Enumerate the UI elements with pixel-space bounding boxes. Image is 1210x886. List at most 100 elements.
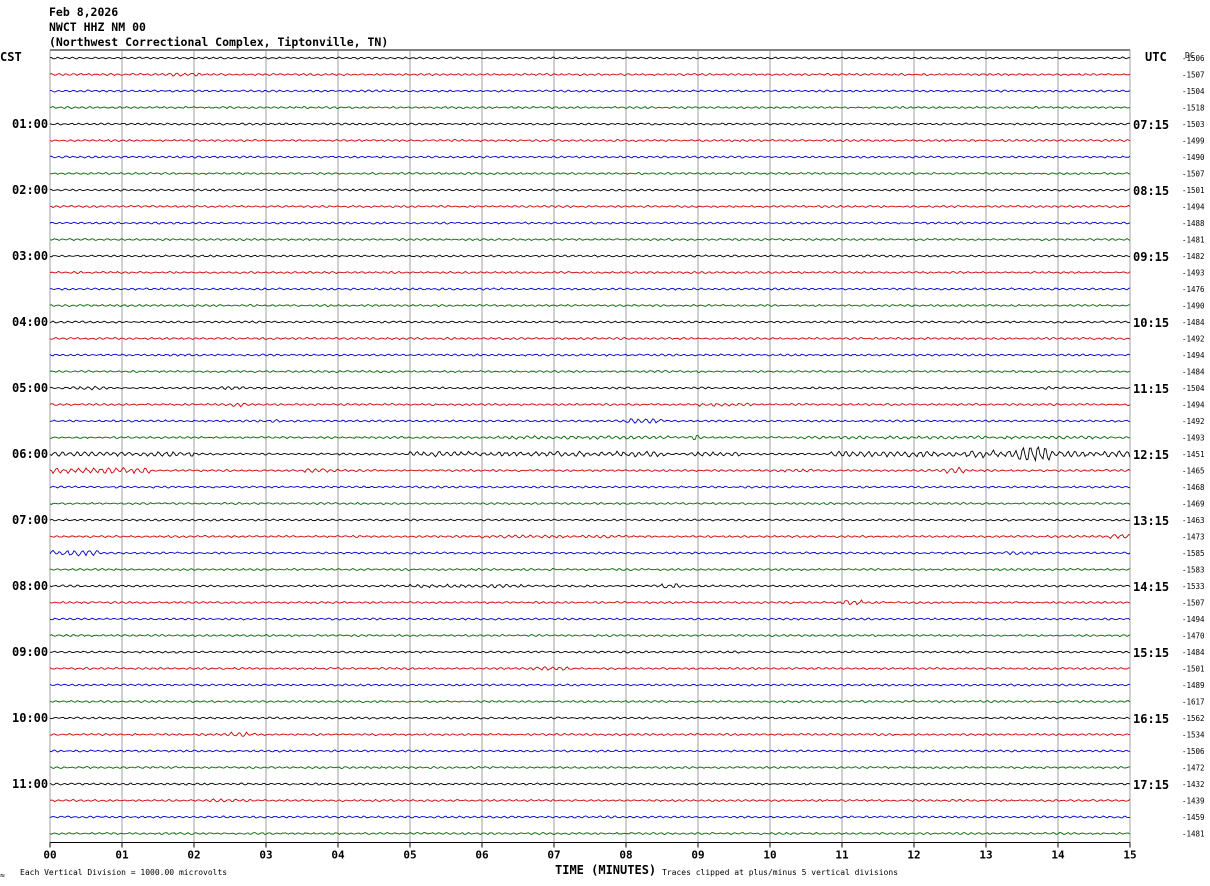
- trace-line: [49, 56, 1131, 60]
- dc-offset-label: -1459: [1182, 813, 1205, 822]
- trace-line: [49, 72, 1131, 77]
- trace-line: [49, 353, 1131, 357]
- left-hour-label: 04:00: [12, 315, 48, 329]
- dc-offset-label: -1492: [1182, 335, 1205, 344]
- x-tick-label: 14: [1051, 849, 1065, 862]
- traces: [49, 56, 1131, 836]
- trace-line: [49, 501, 1131, 506]
- corner-mark: ≈: [0, 871, 5, 880]
- left-hour-label: 03:00: [12, 249, 48, 263]
- x-tick-label: 07: [547, 849, 560, 862]
- trace-line: [49, 749, 1131, 753]
- x-tick-label: 08: [619, 849, 632, 862]
- trace-line: [49, 418, 1131, 424]
- right-hour-label: 14:15: [1133, 580, 1169, 594]
- trace-line: [49, 765, 1131, 770]
- dc-offset-label: -1507: [1182, 71, 1205, 80]
- trace-line: [49, 336, 1131, 341]
- x-tick-label: 15: [1123, 849, 1136, 862]
- trace-line: [49, 221, 1131, 225]
- dc-offset-label: -1503: [1182, 120, 1205, 129]
- dc-offset-label: -1617: [1182, 698, 1205, 707]
- trace-line: [49, 683, 1131, 687]
- labels: CST UTC DC TIME (MINUTES) Each Vertical …: [0, 50, 1205, 880]
- right-hour-label: 16:15: [1133, 712, 1169, 726]
- trace-line: [49, 138, 1131, 143]
- right-hour-label: 09:15: [1133, 250, 1169, 264]
- dc-offset-label: -1504: [1182, 87, 1205, 96]
- trace-line: [49, 815, 1131, 819]
- grid: [49, 49, 1131, 848]
- x-tick-label: 11: [835, 849, 849, 862]
- trace-line: [49, 385, 1131, 391]
- dc-offset-label: -1476: [1182, 285, 1205, 294]
- dc-offset-label: -1490: [1182, 302, 1205, 311]
- x-tick-label: 10: [763, 849, 776, 862]
- dc-offset-label: -1506: [1182, 54, 1205, 63]
- trace-line: [49, 155, 1131, 159]
- right-hour-label: 13:15: [1133, 514, 1169, 528]
- trace-line: [49, 188, 1131, 192]
- dc-offset-label: -1494: [1182, 351, 1205, 360]
- header-date: Feb 8,2026: [49, 5, 119, 19]
- dc-offset-label: -1489: [1182, 681, 1205, 690]
- right-hour-label: 07:15: [1133, 118, 1169, 132]
- trace-line: [49, 534, 1131, 540]
- dc-offset-label: -1465: [1182, 467, 1205, 476]
- dc-offset-label: -1533: [1182, 582, 1205, 591]
- dc-offset-label: -1488: [1182, 219, 1205, 228]
- left-timezone-label: CST: [0, 50, 22, 64]
- dc-offset-label: -1472: [1182, 764, 1205, 773]
- header-location: (Northwest Correctional Complex, Tiptonv…: [49, 35, 389, 49]
- dc-offset-label: -1432: [1182, 780, 1205, 789]
- header-station: NWCT HHZ NM 00: [49, 20, 146, 34]
- trace-line: [49, 204, 1131, 209]
- trace-line: [49, 666, 1130, 671]
- trace-line: [49, 831, 1131, 836]
- x-tick-label: 06: [475, 849, 489, 862]
- x-tick-label: 13: [979, 849, 992, 862]
- dc-offset-label: -1585: [1182, 549, 1205, 558]
- trace-line: [49, 798, 1131, 803]
- dc-offset-label: -1499: [1182, 137, 1205, 146]
- scale-note: Each Vertical Division = 1000.00 microvo…: [20, 868, 227, 877]
- right-hour-label: 15:15: [1133, 646, 1169, 660]
- trace-line: [49, 567, 1131, 572]
- dc-offset-label: -1493: [1182, 434, 1205, 443]
- dc-offset-label: -1490: [1182, 153, 1205, 162]
- trace-line: [49, 699, 1131, 704]
- right-hour-label: 10:15: [1133, 316, 1169, 330]
- x-tick-label: 02: [187, 849, 200, 862]
- right-hour-label: 12:15: [1133, 448, 1169, 462]
- trace-line: [49, 518, 1131, 522]
- dc-offset-label: -1518: [1182, 104, 1205, 113]
- trace-line: [49, 105, 1131, 110]
- x-axis-label: TIME (MINUTES): [555, 863, 656, 877]
- dc-offset-label: -1494: [1182, 615, 1205, 624]
- trace-line: [49, 270, 1131, 275]
- trace-line: [49, 731, 1131, 737]
- trace-line: [49, 466, 1131, 475]
- right-hour-label: 17:15: [1133, 778, 1169, 792]
- right-hour-label: 08:15: [1133, 184, 1169, 198]
- left-hour-label: 10:00: [12, 711, 48, 725]
- dc-offset-label: -1470: [1182, 632, 1205, 641]
- x-tick-label: 09: [691, 849, 704, 862]
- dc-offset-label: -1451: [1182, 450, 1205, 459]
- x-tick-label: 00: [43, 849, 56, 862]
- trace-line: [49, 89, 1131, 93]
- left-hour-label: 09:00: [12, 645, 48, 659]
- dc-offset-label: -1494: [1182, 401, 1205, 410]
- x-tick-label: 12: [907, 849, 920, 862]
- dc-offset-label: -1583: [1182, 566, 1205, 575]
- dc-offset-label: -1562: [1182, 714, 1205, 723]
- left-hour-label: 08:00: [12, 579, 48, 593]
- dc-offset-label: -1484: [1182, 368, 1205, 377]
- trace-line: [49, 237, 1131, 242]
- dc-offset-label: -1507: [1182, 599, 1205, 608]
- trace-line: [49, 583, 1131, 589]
- trace-line: [49, 599, 1131, 606]
- dc-offset-label: -1473: [1182, 533, 1205, 542]
- dc-offset-label: -1504: [1182, 384, 1205, 393]
